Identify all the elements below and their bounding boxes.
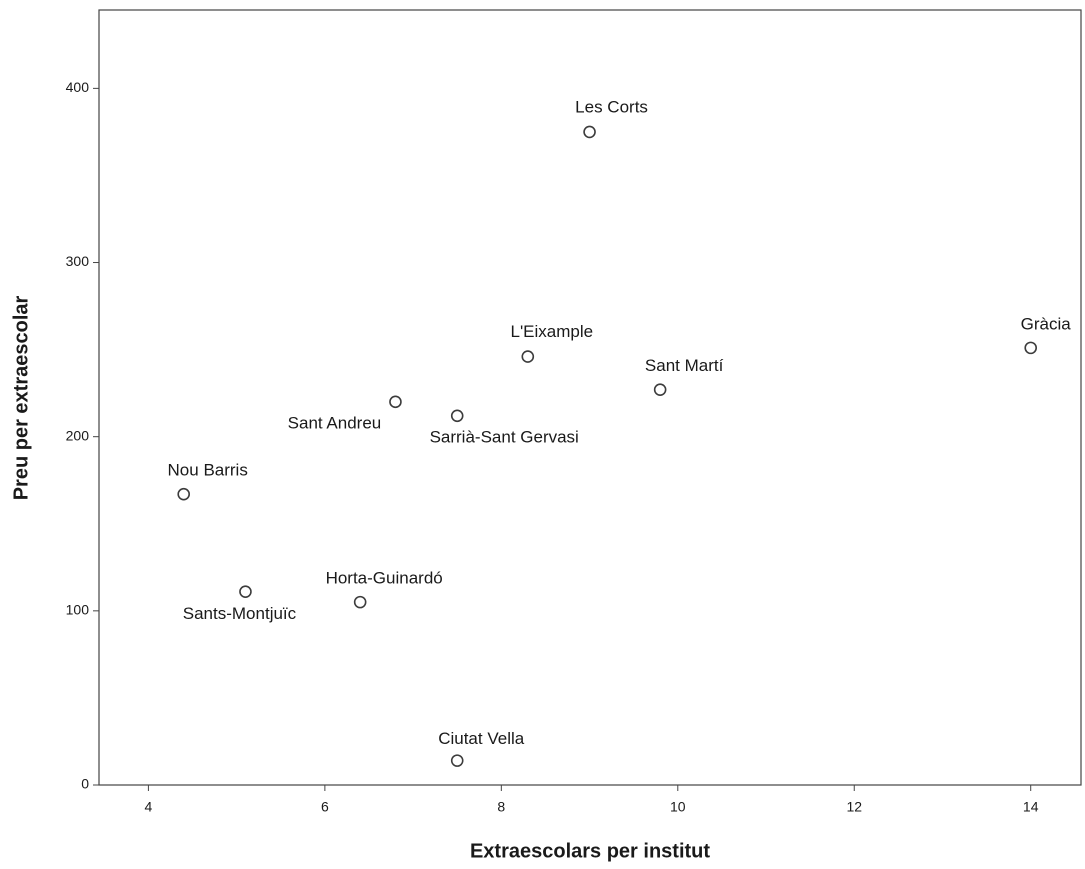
x-tick-label: 8: [497, 799, 505, 815]
plot-frame: [98, 9, 1082, 786]
y-axis-title: Preu per extraescolar: [10, 296, 32, 501]
point: [239, 585, 252, 598]
point: [389, 395, 402, 409]
x-tick-label: 14: [1023, 799, 1039, 815]
point-label: Horta-Guinardó: [326, 569, 443, 588]
point: [450, 409, 464, 423]
point: [1024, 341, 1038, 355]
point: [450, 754, 464, 767]
x-tick-label: 10: [670, 799, 686, 815]
y-tick-label: 300: [66, 253, 90, 269]
x-tick-label: 4: [145, 799, 153, 815]
y-tick-label: 200: [66, 427, 90, 443]
point-label: Nou Barris: [168, 461, 248, 480]
point-label: Les Corts: [575, 97, 648, 116]
point: [521, 350, 535, 363]
point: [353, 595, 367, 609]
point-label: L'Eixample: [510, 322, 593, 341]
point-label: Sant Andreu: [288, 413, 382, 432]
x-tick-label: 12: [846, 799, 862, 815]
y-tick-label: 100: [66, 602, 90, 618]
x-axis-title: Extraescolars per institut: [470, 840, 710, 862]
x-tick-label: 6: [321, 799, 329, 815]
point-label: Sant Martí: [645, 356, 724, 375]
point-label: Sants-Montjuïc: [183, 604, 297, 623]
point-label: Gràcia: [1021, 314, 1072, 333]
point: [653, 383, 667, 396]
y-tick-label: 400: [66, 79, 90, 95]
point: [583, 125, 596, 139]
point: [177, 487, 191, 501]
y-tick-label: 0: [81, 776, 89, 792]
point-label: Ciutat Vella: [438, 729, 525, 748]
point-label: Sarrià-Sant Gervasi: [430, 427, 579, 446]
